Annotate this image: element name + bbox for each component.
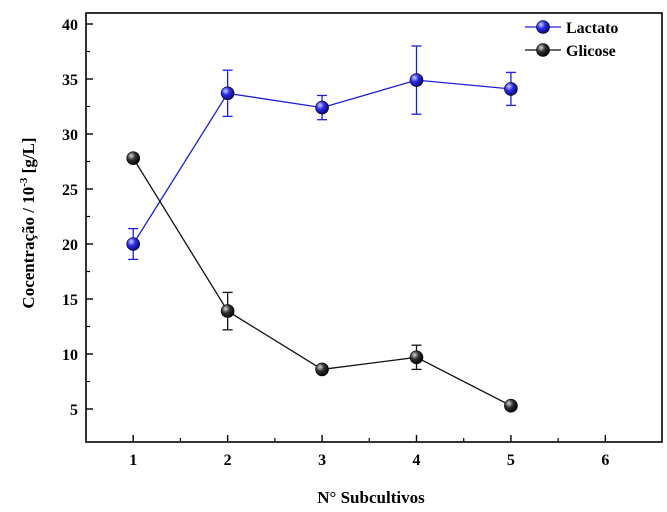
y-tick-label-40: 40	[62, 17, 78, 34]
plot-frame	[85, 12, 663, 443]
y-tick-label-25: 25	[62, 182, 78, 199]
legend: Lactato Glicose	[525, 20, 618, 60]
legend-marker-glicose	[536, 43, 550, 57]
point-glicose-3	[315, 362, 329, 377]
legend-item-lactato: Lactato	[525, 20, 618, 37]
series-layer	[126, 45, 518, 413]
y-axis-title-unit: [g/L]	[19, 137, 38, 177]
x-tick-label-6: 6	[601, 452, 609, 469]
x-tick-label-5: 5	[507, 452, 515, 469]
y-tick-label-15: 15	[62, 292, 78, 309]
y-tick-label-10: 10	[62, 347, 78, 364]
legend-label-lactato: Lactato	[566, 20, 618, 37]
y-tick-label-5: 5	[70, 402, 78, 419]
x-tick-label-4: 4	[412, 452, 420, 469]
point-lactato-2	[220, 86, 235, 101]
y-tick-label-20: 20	[62, 237, 78, 254]
point-lactato-1	[126, 237, 141, 251]
point-glicose-2	[220, 304, 235, 318]
y-axis-title-superscript: -3	[18, 177, 30, 187]
y-tick-label-35: 35	[62, 72, 78, 89]
legend-item-glicose: Glicose	[525, 43, 616, 60]
legend-marker-lactato	[536, 20, 550, 34]
point-glicose-5	[504, 398, 518, 413]
y-tick-label-30: 30	[62, 127, 78, 144]
point-lactato-5	[504, 82, 518, 96]
x-axis-title: N° Subcultivos	[317, 488, 425, 507]
point-glicose-1	[126, 151, 141, 165]
x-tick-label-3: 3	[318, 452, 326, 469]
legend-label-glicose: Glicose	[566, 43, 616, 60]
axes-layer: 1 2 3 4 5 6 5 10 15 20 25 30 35 40	[62, 17, 609, 469]
x-tick-label-2: 2	[224, 452, 232, 469]
point-lactato-3	[315, 100, 329, 115]
y-axis-title: Cocentração / 10-3 [g/L]	[18, 137, 38, 308]
x-tick-label-1: 1	[129, 452, 137, 469]
plot-area	[85, 12, 663, 443]
y-axis-title-main: Cocentração / 10	[19, 187, 38, 309]
point-glicose-4	[409, 350, 424, 365]
point-lactato-4	[409, 73, 424, 87]
